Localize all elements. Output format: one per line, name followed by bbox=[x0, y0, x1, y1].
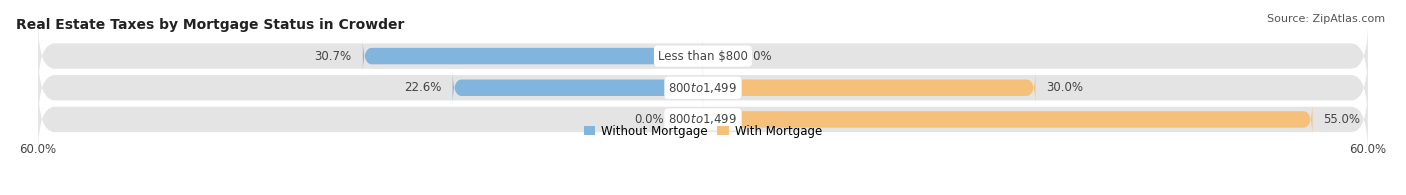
FancyBboxPatch shape bbox=[703, 102, 1312, 136]
FancyBboxPatch shape bbox=[453, 71, 703, 105]
Text: Source: ZipAtlas.com: Source: ZipAtlas.com bbox=[1267, 14, 1385, 24]
Text: $800 to $1,499: $800 to $1,499 bbox=[668, 81, 738, 95]
Text: 22.6%: 22.6% bbox=[404, 81, 441, 94]
Text: 0.0%: 0.0% bbox=[742, 50, 772, 63]
Text: 30.0%: 30.0% bbox=[1046, 81, 1084, 94]
FancyBboxPatch shape bbox=[38, 53, 1368, 123]
Text: $800 to $1,499: $800 to $1,499 bbox=[668, 113, 738, 126]
FancyBboxPatch shape bbox=[38, 21, 1368, 91]
Text: 55.0%: 55.0% bbox=[1323, 113, 1361, 126]
FancyBboxPatch shape bbox=[363, 39, 703, 73]
Text: Real Estate Taxes by Mortgage Status in Crowder: Real Estate Taxes by Mortgage Status in … bbox=[15, 18, 405, 32]
Text: 30.7%: 30.7% bbox=[315, 50, 352, 63]
Text: Less than $800: Less than $800 bbox=[658, 50, 748, 63]
Text: 0.0%: 0.0% bbox=[634, 113, 664, 126]
Legend: Without Mortgage, With Mortgage: Without Mortgage, With Mortgage bbox=[579, 120, 827, 143]
FancyBboxPatch shape bbox=[703, 71, 1035, 105]
FancyBboxPatch shape bbox=[38, 85, 1368, 154]
